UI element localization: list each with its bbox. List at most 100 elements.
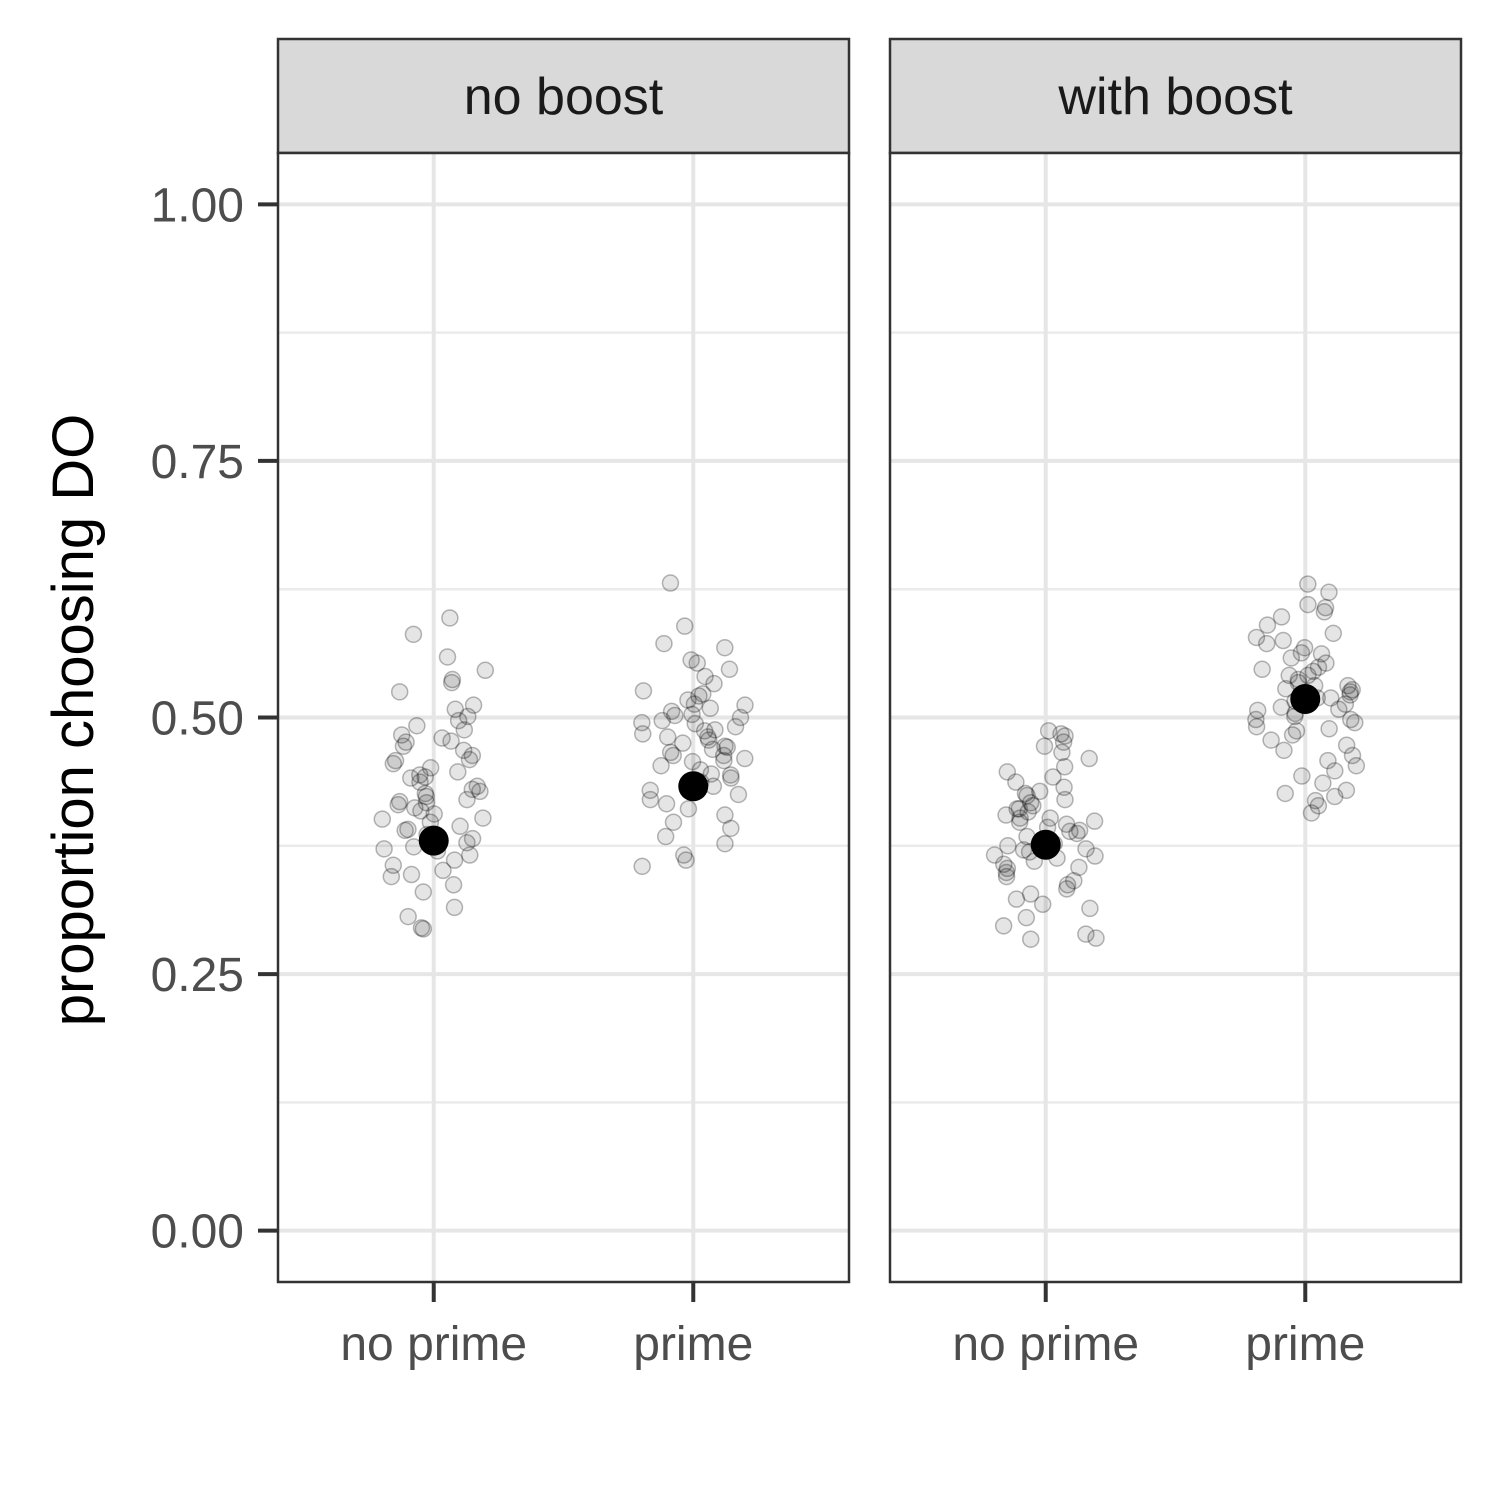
jitter-point [1339, 676, 1357, 695]
jitter-point [445, 851, 464, 869]
jitter-point [417, 793, 436, 812]
jitter-point [1287, 722, 1306, 740]
jitter-point [411, 773, 429, 791]
jitter-point [1274, 631, 1292, 650]
jitter-point [1319, 751, 1337, 770]
jitter-point [476, 661, 495, 680]
y-axis-tick-labels: 0.00 0.25 0.50 0.75 1.00 [151, 179, 278, 1259]
jitter-point [1077, 925, 1095, 943]
jitter-point [664, 746, 682, 765]
x-tick-label: prime [633, 1318, 753, 1371]
jitter-point [998, 859, 1017, 878]
jitter-point [720, 660, 739, 679]
jitter-point [1058, 880, 1076, 898]
jitter-point [716, 806, 734, 824]
jitter-point [657, 794, 676, 813]
jitter-point [1320, 583, 1338, 602]
jitter-point [1292, 644, 1311, 662]
jitter-point [1316, 598, 1335, 617]
jitter-point [1080, 749, 1098, 768]
jitter-point [1007, 890, 1026, 908]
jitter-point [446, 700, 465, 719]
y-tick-label: 0.25 [151, 949, 244, 1002]
jitter-point [461, 846, 479, 864]
jitter-point [706, 721, 724, 739]
mean-point [1290, 684, 1321, 715]
jitter-point [402, 769, 420, 787]
jitter-point [389, 795, 407, 814]
jitter-point [445, 898, 464, 917]
jitter-point [1280, 666, 1298, 685]
jitter-point [458, 790, 476, 809]
y-tick-label: 0.50 [151, 693, 244, 746]
jitter-point [1044, 768, 1062, 786]
jitter-point [375, 840, 393, 858]
jitter-point [1057, 815, 1076, 833]
jitter-point [695, 722, 714, 740]
jitter-point [1247, 628, 1266, 647]
jitter-point [716, 834, 734, 853]
jitter-point [406, 799, 424, 817]
jitter-point [1341, 683, 1360, 701]
jitter-point [985, 846, 1004, 864]
jitter-point [1322, 689, 1340, 707]
panel-border [888, 151, 1463, 1284]
jitter-point [1085, 812, 1104, 830]
jitter-point [662, 702, 681, 721]
jitter-point [1014, 841, 1033, 859]
jitter-point [634, 682, 653, 700]
jitter-point [666, 706, 684, 725]
jitter-point [998, 763, 1017, 781]
jitter-point [414, 920, 433, 938]
jitter-point [1016, 784, 1035, 803]
jitter-point [382, 867, 401, 886]
jitter-point [683, 752, 702, 771]
jitter-point [1055, 758, 1074, 776]
jitter-point [1337, 736, 1356, 754]
jitter-point [1258, 616, 1277, 634]
jitter-point [386, 751, 405, 770]
y-tick-label: 0.75 [151, 436, 244, 489]
jitter-point [661, 574, 680, 592]
mean-point [1030, 829, 1061, 860]
jitter-point [390, 792, 409, 811]
jitter-point [999, 837, 1017, 855]
jitter-point [633, 857, 651, 876]
jitter-point [416, 784, 435, 803]
jitter-point [1021, 793, 1040, 812]
jitter-point [1248, 701, 1267, 720]
facet-strip-label: no boost [464, 68, 664, 126]
jitter-point [653, 711, 671, 730]
jitter-point [1325, 787, 1344, 806]
jitter-point [1277, 680, 1295, 698]
jitter-point [1081, 899, 1099, 918]
jitter-point [463, 746, 482, 765]
jitter-point [414, 883, 433, 901]
jitter-point [416, 768, 434, 786]
jitter-point [1017, 908, 1036, 927]
jitter-point [677, 851, 695, 869]
jitter-point [1007, 773, 1025, 791]
jitter-point [736, 749, 754, 768]
jitter-point [1247, 717, 1266, 736]
jitter-point [1068, 824, 1086, 843]
jitter-point [1306, 791, 1325, 810]
jitter-point [1282, 649, 1301, 667]
jitter-point [468, 777, 487, 796]
jitter-point [1056, 790, 1074, 809]
jitter-point [1293, 767, 1311, 785]
jitter-point [683, 705, 701, 724]
jitter-point [722, 769, 740, 787]
jitter-point [715, 751, 733, 770]
panel-border [276, 151, 851, 1284]
jitter-point [1008, 800, 1026, 818]
x-tick-label: prime [1245, 1318, 1365, 1371]
jitter-point [458, 833, 476, 852]
jitter-point [1035, 737, 1054, 755]
jitter-point [434, 861, 452, 880]
jitter-point [1314, 774, 1332, 792]
jitter-point [1024, 797, 1042, 815]
jitter-point [1283, 726, 1302, 744]
jitter-point [1304, 662, 1323, 681]
jitter-point [679, 800, 698, 818]
